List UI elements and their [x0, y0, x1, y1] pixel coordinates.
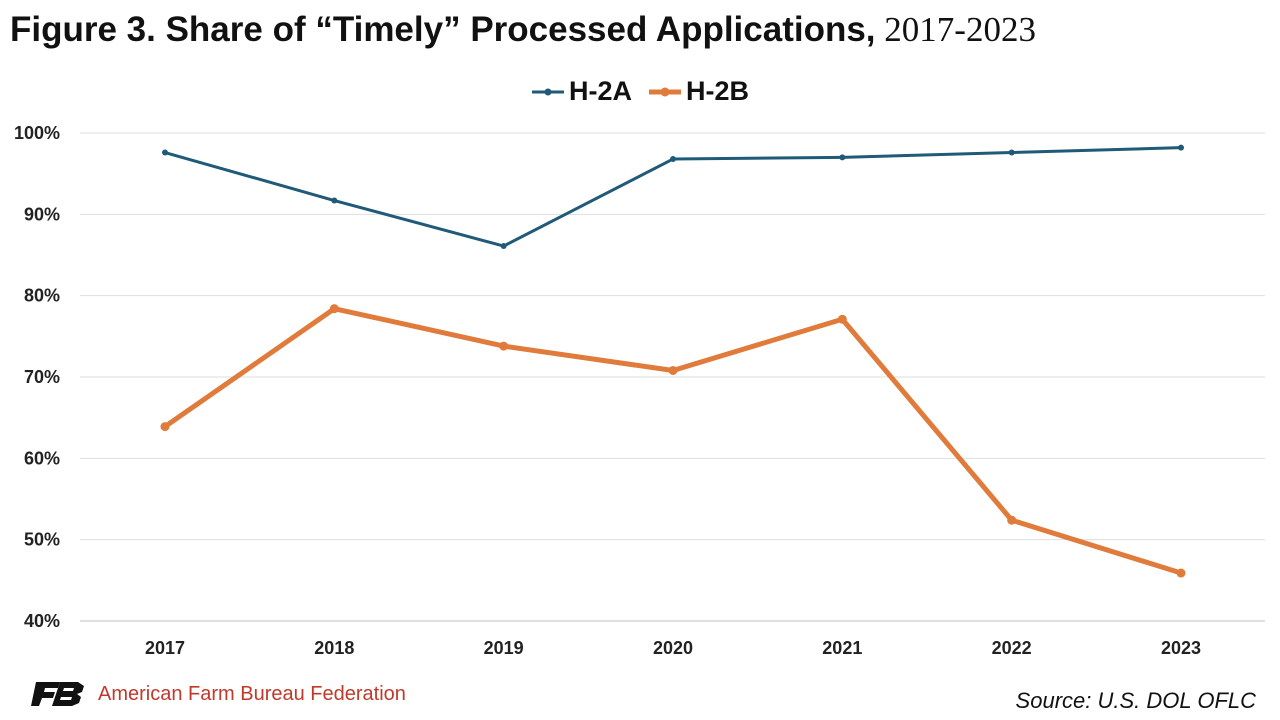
data-point-h-2b — [329, 304, 339, 314]
y-tick-label: 100% — [14, 123, 60, 143]
x-tick-label: 2023 — [1161, 638, 1201, 658]
y-tick-label: 40% — [24, 611, 60, 631]
x-tick-label: 2018 — [314, 638, 354, 658]
x-tick-label: 2020 — [653, 638, 693, 658]
series-line-h-2b — [163, 306, 1182, 576]
legend: H-2A H-2B — [0, 76, 1280, 107]
data-point-h-2b — [668, 365, 678, 375]
y-tick-label: 60% — [24, 448, 60, 468]
chart-title: Figure 3. Share of “Timely” Processed Ap… — [10, 8, 1036, 52]
x-tick-label: 2021 — [822, 638, 862, 658]
organization-name: American Farm Bureau Federation — [98, 682, 406, 705]
data-point-h-2b — [837, 314, 847, 324]
data-point-h-2b — [1176, 568, 1186, 578]
data-point-h-2a — [1008, 149, 1015, 156]
line-chart: 40% 50% 60% 70% 80% 90% 100% 2017 2018 2019 2020 20… — [14, 123, 1265, 658]
data-point-h-2b — [499, 341, 509, 351]
data-point-h-2a — [331, 197, 338, 204]
legend-label-h2a: H-2A — [568, 76, 632, 106]
y-tick-label: 70% — [24, 367, 60, 387]
series-line-h-2a — [164, 146, 1182, 248]
x-tick-label: 2017 — [145, 638, 185, 658]
legend-label-h2b: H-2B — [686, 76, 750, 106]
legend-item-h2b: H-2B — [648, 76, 749, 107]
data-point-h-2a — [162, 149, 168, 156]
y-tick-label: 50% — [24, 530, 60, 550]
data-point-h-2a — [1178, 144, 1184, 151]
chart-title-years: 2017-2023 — [875, 10, 1036, 49]
legend-item-h2a: H-2A — [531, 76, 632, 107]
x-tick-label: 2019 — [484, 638, 524, 658]
legend-swatch-h2b — [649, 87, 681, 96]
data-point-h-2a — [500, 243, 507, 250]
footer-logo: American Farm Bureau Federation — [30, 680, 406, 708]
data-point-h-2a — [839, 154, 846, 161]
legend-swatch-h2a — [531, 88, 564, 95]
y-tick-label: 90% — [24, 204, 60, 224]
y-tick-label: 80% — [24, 286, 60, 306]
data-point-h-2b — [1007, 515, 1017, 525]
data-point-h-2a — [670, 156, 676, 163]
chart-title-main: Figure 3. Share of “Timely” Processed Ap… — [10, 10, 876, 49]
farm-bureau-logo-icon — [31, 682, 84, 706]
source-note: Source: U.S. DOL OFLC — [1015, 688, 1256, 713]
data-point-h-2b — [160, 422, 170, 432]
x-tick-label: 2022 — [992, 638, 1032, 658]
